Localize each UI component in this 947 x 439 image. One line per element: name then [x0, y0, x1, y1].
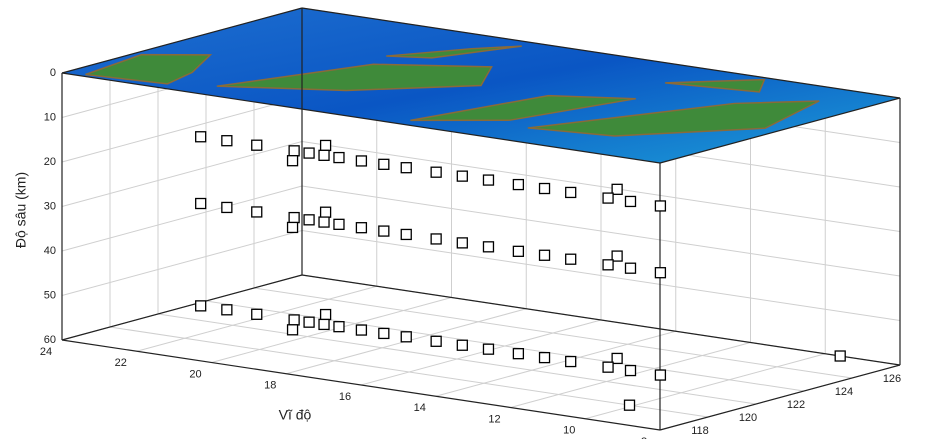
- x-tick-label: 18: [264, 380, 276, 392]
- point: [431, 336, 441, 346]
- x-tick-label: 22: [115, 357, 127, 369]
- z-tick-label: 60: [44, 334, 56, 346]
- point: [304, 215, 314, 225]
- point: [321, 310, 331, 320]
- point: [540, 353, 550, 363]
- point: [289, 213, 299, 223]
- y-tick-label: 122: [787, 399, 805, 411]
- point: [401, 163, 411, 173]
- point: [252, 309, 262, 319]
- point: [626, 263, 636, 273]
- z-tick-label: 0: [50, 67, 56, 79]
- point: [483, 242, 493, 252]
- point: [655, 201, 665, 211]
- point: [603, 193, 613, 203]
- point: [566, 357, 576, 367]
- point: [222, 305, 232, 315]
- point: [334, 219, 344, 229]
- point: [626, 196, 636, 206]
- point: [655, 268, 665, 278]
- point: [513, 180, 523, 190]
- grid-line: [62, 142, 302, 207]
- point: [457, 340, 467, 350]
- y-tick-label: 118: [691, 425, 709, 437]
- point: [289, 146, 299, 156]
- z-tick-label: 30: [44, 200, 56, 212]
- grid-line: [62, 97, 302, 162]
- point: [222, 136, 232, 146]
- x-tick-label: 12: [488, 413, 500, 425]
- point: [379, 159, 389, 169]
- x-tick-label: 10: [563, 425, 575, 437]
- point: [356, 325, 366, 335]
- z-tick-label: 20: [44, 156, 56, 168]
- y-tick-label: 126: [883, 373, 901, 385]
- z-tick-label: 10: [44, 111, 56, 123]
- point: [566, 254, 576, 264]
- point: [288, 156, 298, 166]
- chart: Độ sâu (km) Vĩ độ 0 10 20 30 40 50 6024 22 20 18 1…: [0, 0, 947, 439]
- point: [356, 156, 366, 166]
- point: [288, 325, 298, 335]
- x-tick-label: 14: [414, 402, 426, 414]
- point: [625, 400, 635, 410]
- point: [540, 184, 550, 194]
- point: [321, 207, 331, 217]
- z-axis-label: Độ sâu (km): [13, 172, 29, 248]
- map-surface: [62, 8, 900, 163]
- z-tick-label: 50: [44, 289, 56, 301]
- point: [222, 202, 232, 212]
- point: [457, 238, 467, 248]
- point: [334, 322, 344, 332]
- point: [603, 260, 613, 270]
- point: [319, 150, 329, 160]
- point: [334, 153, 344, 163]
- x-axis-label: Vĩ độ: [279, 407, 312, 423]
- point: [457, 171, 467, 181]
- point: [321, 140, 331, 150]
- point: [319, 319, 329, 329]
- point: [431, 234, 441, 244]
- point: [603, 362, 613, 372]
- point: [379, 226, 389, 236]
- point: [401, 229, 411, 239]
- point: [483, 175, 493, 185]
- point: [196, 199, 206, 209]
- point: [626, 366, 636, 376]
- point: [401, 332, 411, 342]
- point: [288, 222, 298, 232]
- x-tick-label: 24: [40, 346, 52, 358]
- point: [540, 250, 550, 260]
- point: [379, 328, 389, 338]
- point: [513, 246, 523, 256]
- point: [566, 187, 576, 197]
- grid-line: [62, 231, 302, 296]
- point: [483, 344, 493, 354]
- point: [289, 315, 299, 325]
- grid-line: [62, 186, 302, 251]
- point: [196, 132, 206, 142]
- z-tick-label: 40: [44, 245, 56, 257]
- point: [356, 223, 366, 233]
- x-tick-label: 20: [189, 368, 201, 380]
- point: [304, 148, 314, 158]
- point: [513, 349, 523, 359]
- point: [655, 370, 665, 380]
- y-tick-label: 120: [739, 412, 757, 424]
- point: [196, 301, 206, 311]
- point: [319, 217, 329, 227]
- point: [252, 207, 262, 217]
- point: [431, 167, 441, 177]
- point: [835, 351, 845, 361]
- x-tick-label: 16: [339, 391, 351, 403]
- y-tick-label: 124: [835, 386, 853, 398]
- point: [252, 140, 262, 150]
- point: [304, 317, 314, 327]
